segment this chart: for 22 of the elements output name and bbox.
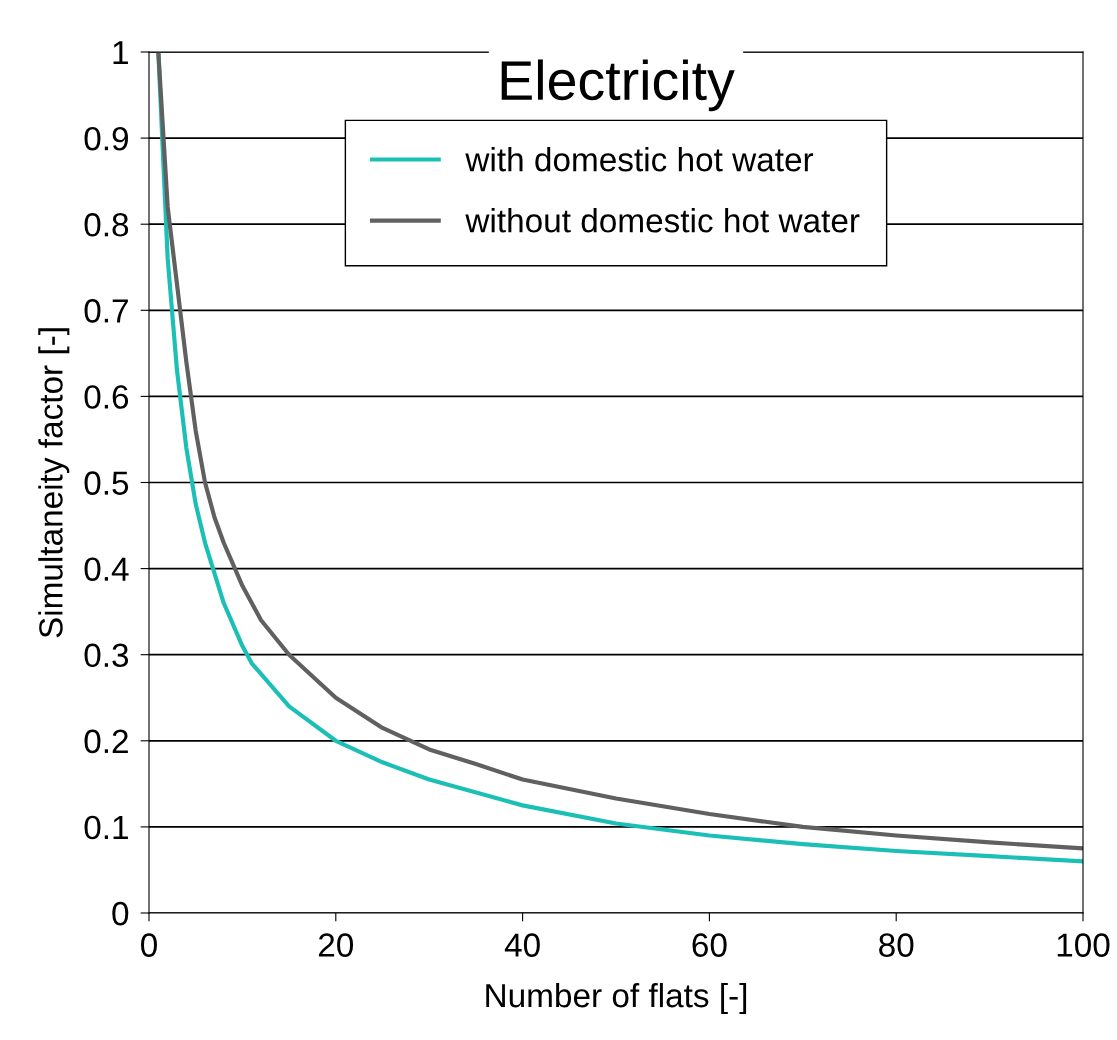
y-tick-label: 0.4	[84, 557, 129, 582]
y-tick-label: 0.5	[84, 471, 129, 495]
x-tick-label: 80	[879, 933, 914, 957]
legend-label: with domestic hot water	[465, 146, 814, 172]
legend-label: without domestic hot water	[465, 208, 860, 233]
y-tick-label: 0.8	[84, 213, 129, 237]
y-tick-label: 0.3	[84, 643, 129, 668]
x-tick-label: 40	[504, 933, 540, 957]
y-tick-label: 0.2	[84, 729, 128, 754]
y-tick-label: 0.1	[84, 815, 128, 840]
y-axis-title: Simultaneity factor [-]	[38, 328, 70, 638]
x-tick-label: 0	[141, 933, 157, 957]
x-axis-title: Number of flats [-]	[486, 982, 747, 1015]
y-tick-label: 1	[113, 41, 128, 65]
x-tick-label: 60	[692, 933, 727, 957]
y-tick-label: 0.7	[84, 299, 128, 323]
x-tick-label: 20	[318, 933, 354, 957]
x-tick-label: 100	[1057, 933, 1110, 957]
chart-title: Electricity	[501, 59, 735, 112]
y-tick-label: 0	[112, 901, 129, 926]
y-tick-label: 0.9	[84, 126, 128, 151]
y-tick-label: 0.6	[84, 385, 129, 409]
